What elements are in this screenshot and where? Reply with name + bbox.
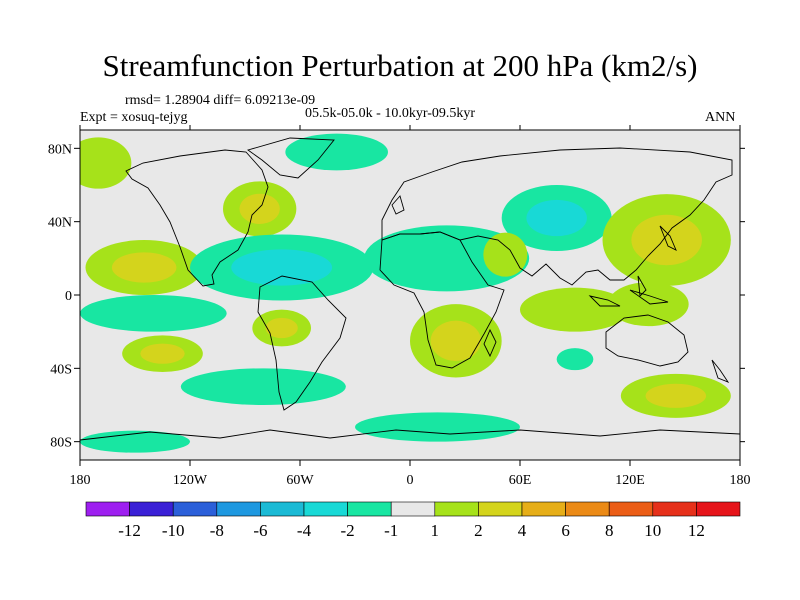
field-regions [80, 133, 731, 453]
region-core-east-asia-pacific-positive [631, 214, 702, 266]
expt-label: Expt = xosuq-tejyg [80, 110, 188, 125]
region-arctic-america-negative [285, 133, 388, 171]
region-core-n-america-east-positive [239, 193, 280, 224]
y-tick-label: 80S [50, 436, 72, 451]
chart-title: Streamfunction Perturbation at 200 hPa (… [102, 48, 698, 83]
coastlines [80, 137, 740, 441]
y-tick-label: 80N [48, 142, 72, 157]
colorbar-swatch [85, 501, 130, 517]
region-arabia-positive [483, 232, 528, 277]
coast-australia [605, 314, 689, 367]
colorbar-label: 1 [431, 521, 440, 540]
coast-new-zealand [711, 359, 730, 383]
region-s-pacific-equator-negative [80, 295, 227, 332]
coast-antarctica [80, 429, 740, 441]
colorbar-label: -8 [210, 521, 224, 540]
colorbar-swatch [216, 501, 261, 517]
colorbar-swatch [347, 501, 392, 517]
colorbar-label: -4 [297, 521, 312, 540]
colorbar-label: -2 [341, 521, 355, 540]
region-core-s-indian-ocean-positive [645, 383, 707, 408]
colorbar-label: -6 [253, 521, 267, 540]
colorbar-label: 4 [518, 521, 527, 540]
colorbar-swatch [565, 501, 610, 517]
region-antarctic-atlantic-negative [355, 412, 520, 442]
colorbar-swatch [390, 501, 436, 517]
map-axes: 180 120W 60W 0 60E 120E 180 80N 40N 0 40S 80S [48, 125, 751, 488]
coast-greenland [246, 137, 335, 179]
colorbar-swatch [478, 501, 523, 517]
region-core-caribbean-atlantic-negative [231, 249, 333, 286]
x-tick-label: 120E [615, 473, 645, 488]
colorbar-label: 6 [561, 521, 570, 540]
stats-line: rmsd= 1.28904 diff= 6.09213e-09 [125, 93, 316, 108]
colorbar-swatch [172, 501, 218, 517]
period-label: 05.5k-05.0k - 10.0kyr-09.5kyr [305, 106, 476, 121]
region-n-pacific-east-positive [80, 137, 132, 189]
region-s-indian-ocean-negative [556, 348, 594, 371]
colorbar-label: 10 [644, 521, 661, 540]
coast-uk [391, 195, 405, 215]
coast-south-america [257, 275, 347, 411]
coast-maritime-2 [629, 289, 669, 305]
region-core-s-america-positive [265, 317, 298, 339]
coast-madagascar [483, 328, 497, 358]
colorbar-swatch [260, 501, 305, 517]
coast-maritime-1 [588, 295, 621, 307]
colorbar-swatch [129, 501, 174, 517]
coast-africa [379, 231, 505, 369]
y-tick-label: 0 [65, 289, 72, 304]
region-maritime-continent-positive [608, 282, 689, 327]
colorbar-label: -10 [162, 521, 185, 540]
colorbar-label: -12 [118, 521, 141, 540]
x-tick-label: 60E [509, 473, 532, 488]
colorbar-label: -1 [384, 521, 398, 540]
colorbar-swatch [303, 501, 348, 517]
y-tick-label: 40N [48, 216, 72, 231]
region-core-eurasia-negative [526, 199, 587, 237]
region-core-central-pacific-ne-positive [111, 252, 177, 283]
y-tick-label: 40S [50, 362, 72, 377]
colorbar-swatch [521, 501, 566, 517]
x-tick-label: 120W [173, 473, 208, 488]
colorbar-swatch [652, 501, 697, 517]
region-core-s-pacific-positive [140, 343, 185, 364]
coast-north-america [125, 149, 269, 287]
colorbar-swatch [608, 501, 654, 517]
region-antarctic-pacific-negative [80, 430, 190, 453]
colorbar-swatch [434, 501, 479, 517]
colorbar-label: 2 [474, 521, 483, 540]
coast-maritime-3 [637, 275, 647, 297]
region-s-atlantic-negative [180, 368, 346, 405]
x-tick-label: 0 [407, 473, 414, 488]
region-core-south-africa-positive [430, 320, 482, 362]
colorbar-swatch [696, 501, 741, 517]
colorbar-label: 8 [605, 521, 614, 540]
x-tick-label: 180 [70, 473, 91, 488]
colorbar-label: 12 [688, 521, 705, 540]
season-label: ANN [705, 110, 736, 125]
coast-japan [659, 225, 677, 251]
colorbar: -12 -10 -8 -6 -4 -2 -1 1 2 4 6 8 10 12 [85, 501, 741, 540]
x-tick-label: 60W [286, 473, 314, 488]
coast-eurasia [381, 147, 733, 286]
x-tick-label: 180 [730, 473, 751, 488]
